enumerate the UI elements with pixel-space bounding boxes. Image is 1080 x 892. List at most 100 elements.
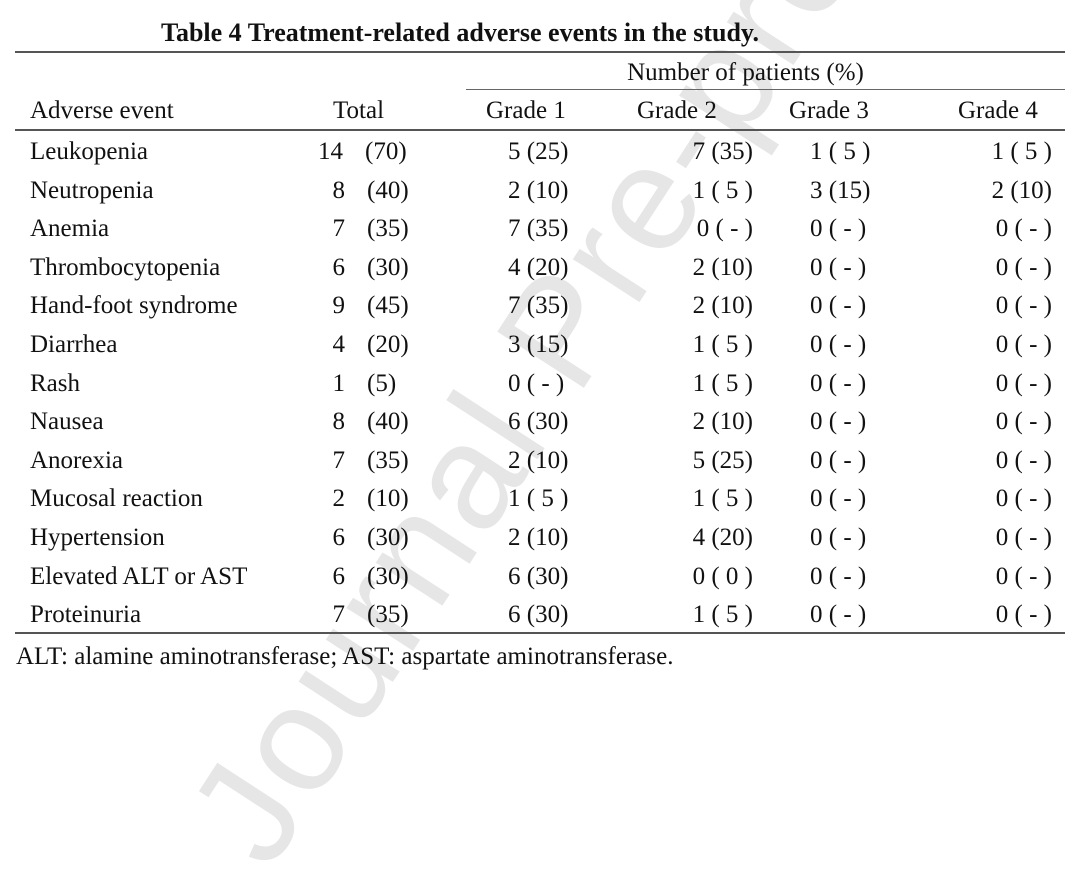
total-percent-cell: (5) <box>367 369 397 397</box>
grade-2-cell: 2 (10) <box>692 253 753 281</box>
grade-3-cell: 0 ( - ) <box>810 408 867 436</box>
total-count-cell: 4 <box>332 331 346 358</box>
grade-1-cell: 5 (25) <box>508 138 569 165</box>
event-cell: Anorexia <box>30 446 124 474</box>
table-row: Mucosal reaction 2 (10) 1 ( 5 ) 1 ( 5 ) 0 ( -… <box>0 486 1080 524</box>
grade-3-cell: 0 ( - ) <box>810 446 867 474</box>
event-cell: Proteinuria <box>30 601 142 629</box>
event-cell: Diarrhea <box>30 331 118 358</box>
grade-4-cell: 0 ( - ) <box>995 446 1052 474</box>
grade-4-cell: 0 ( - ) <box>995 562 1052 590</box>
total-percent-cell: (35) <box>367 446 409 474</box>
table-row: Nausea 8 (40) 6 (30) 2 (10) 0 ( - ) 0 ( - ) <box>0 409 1080 447</box>
total-count-cell: 14 <box>318 138 343 165</box>
total-percent-cell: (30) <box>367 562 409 590</box>
event-cell: Hand-foot syndrome <box>30 292 238 320</box>
total-count-cell: 7 <box>332 215 346 243</box>
grade-2-cell: 0 ( 0 ) <box>692 562 753 590</box>
event-cell: Elevated ALT or AST <box>30 562 248 590</box>
total-percent-cell: (45) <box>367 292 409 320</box>
grade-3-cell: 3 (15) <box>810 176 871 204</box>
total-count-cell: 2 <box>332 485 346 513</box>
grade-1-cell: 3 (15) <box>508 331 569 358</box>
total-count-cell: 7 <box>332 601 346 629</box>
grade-1-cell: 1 ( 5 ) <box>508 485 569 513</box>
grade-4-cell: 2 (10) <box>991 176 1052 204</box>
grade-1-cell: 6 (30) <box>508 562 569 590</box>
total-count-cell: 8 <box>332 176 346 204</box>
table-row: Elevated ALT or AST 6 (30) 6 (30) 0 ( 0 ) 0 (… <box>0 564 1080 602</box>
grade-4-cell: 1 ( 5 ) <box>991 138 1052 165</box>
total-count-cell: 1 <box>332 369 346 397</box>
total-count-cell: 8 <box>332 408 346 436</box>
total-count-cell: 6 <box>332 524 346 551</box>
header-grade-3: Grade 3 <box>789 97 869 124</box>
grade-2-cell: 2 (10) <box>692 292 753 320</box>
grade-3-cell: 0 ( - ) <box>810 369 867 397</box>
top-rule <box>15 51 1065 53</box>
total-count-cell: 6 <box>332 562 346 590</box>
grade-3-cell: 0 ( - ) <box>810 601 867 629</box>
event-cell: Leukopenia <box>30 138 149 165</box>
group-header: Number of patients (%) <box>627 59 864 86</box>
grade-2-cell: 4 (20) <box>692 524 753 551</box>
grade-2-cell: 1 ( 5 ) <box>692 485 753 513</box>
grade-1-cell: 7 (35) <box>508 215 569 243</box>
grade-4-cell: 0 ( - ) <box>995 601 1052 629</box>
table-row: Anorexia 7 (35) 2 (10) 5 (25) 0 ( - ) 0 ( - ) <box>0 448 1080 486</box>
group-rule <box>466 89 1065 90</box>
grade-1-cell: 6 (30) <box>508 408 569 436</box>
table-row: Diarrhea 4 (20) 3 (15) 1 ( 5 ) 0 ( - ) 0 ( - ) <box>0 332 1080 370</box>
grade-4-cell: 0 ( - ) <box>995 253 1052 281</box>
event-cell: Hypertension <box>30 524 165 551</box>
footnote: ALT: alamine aminotransferase; AST: aspa… <box>16 643 674 670</box>
grade-2-cell: 1 ( 5 ) <box>692 601 753 629</box>
total-percent-cell: (40) <box>367 176 409 204</box>
grade-3-cell: 0 ( - ) <box>810 253 867 281</box>
grade-3-cell: 0 ( - ) <box>810 485 867 513</box>
table-row: Anemia 7 (35) 7 (35) 0 ( - ) 0 ( - ) 0 ( - ) <box>0 216 1080 254</box>
total-percent-cell: (30) <box>367 524 409 551</box>
grade-2-cell: 0 ( - ) <box>696 215 753 243</box>
header-grade-2: Grade 2 <box>637 97 717 124</box>
table-row: Thrombocytopenia 6 (30) 4 (20) 2 (10) 0 ( - )… <box>0 255 1080 293</box>
grade-4-cell: 0 ( - ) <box>995 331 1052 358</box>
grade-4-cell: 0 ( - ) <box>995 369 1052 397</box>
header-adverse-event: Adverse event <box>30 97 174 124</box>
grade-3-cell: 0 ( - ) <box>810 215 867 243</box>
header-grade-4: Grade 4 <box>958 97 1038 124</box>
event-cell: Rash <box>30 369 80 397</box>
event-cell: Thrombocytopenia <box>30 253 221 281</box>
grade-1-cell: 2 (10) <box>508 176 569 204</box>
table-row: Hypertension 6 (30) 2 (10) 4 (20) 0 ( - ) 0 ( … <box>0 525 1080 563</box>
grade-2-cell: 1 ( 5 ) <box>692 176 753 204</box>
table-title: Table 4 Treatment-related adverse events… <box>161 18 759 47</box>
total-count-cell: 9 <box>332 292 346 320</box>
grade-2-cell: 5 (25) <box>692 446 753 474</box>
total-percent-cell: (30) <box>367 253 409 281</box>
bottom-rule <box>15 632 1065 634</box>
table-row: Neutropenia 8 (40) 2 (10) 1 ( 5 ) 3 (15) 2 (10… <box>0 178 1080 216</box>
grade-4-cell: 0 ( - ) <box>995 408 1052 436</box>
grade-2-cell: 2 (10) <box>692 408 753 436</box>
grade-1-cell: 0 ( - ) <box>508 369 565 397</box>
grade-1-cell: 7 (35) <box>508 292 569 320</box>
total-percent-cell: (10) <box>367 485 409 513</box>
total-percent-cell: (35) <box>367 601 409 629</box>
table-row: Rash 1 (5) 0 ( - ) 1 ( 5 ) 0 ( - ) 0 ( - ) <box>0 371 1080 409</box>
grade-3-cell: 1 ( 5 ) <box>810 138 871 165</box>
grade-4-cell: 0 ( - ) <box>995 215 1052 243</box>
grade-2-cell: 7 (35) <box>692 138 753 165</box>
grade-4-cell: 0 ( - ) <box>995 292 1052 320</box>
total-count-cell: 6 <box>332 253 346 281</box>
total-percent-cell: (35) <box>367 215 409 243</box>
grade-3-cell: 0 ( - ) <box>810 524 867 551</box>
table-row: Hand-foot syndrome 9 (45) 7 (35) 2 (10) 0 ( -… <box>0 293 1080 331</box>
grade-2-cell: 1 ( 5 ) <box>692 331 753 358</box>
total-count-cell: 7 <box>332 446 346 474</box>
grade-2-cell: 1 ( 5 ) <box>692 369 753 397</box>
table-row: Leukopenia 14 (70) 5 (25) 7 (35) 1 ( 5 ) 1 ( 5… <box>0 139 1080 177</box>
total-percent-cell: (20) <box>367 331 409 358</box>
header-grade-1: Grade 1 <box>486 97 566 124</box>
total-percent-cell: (70) <box>365 138 407 165</box>
